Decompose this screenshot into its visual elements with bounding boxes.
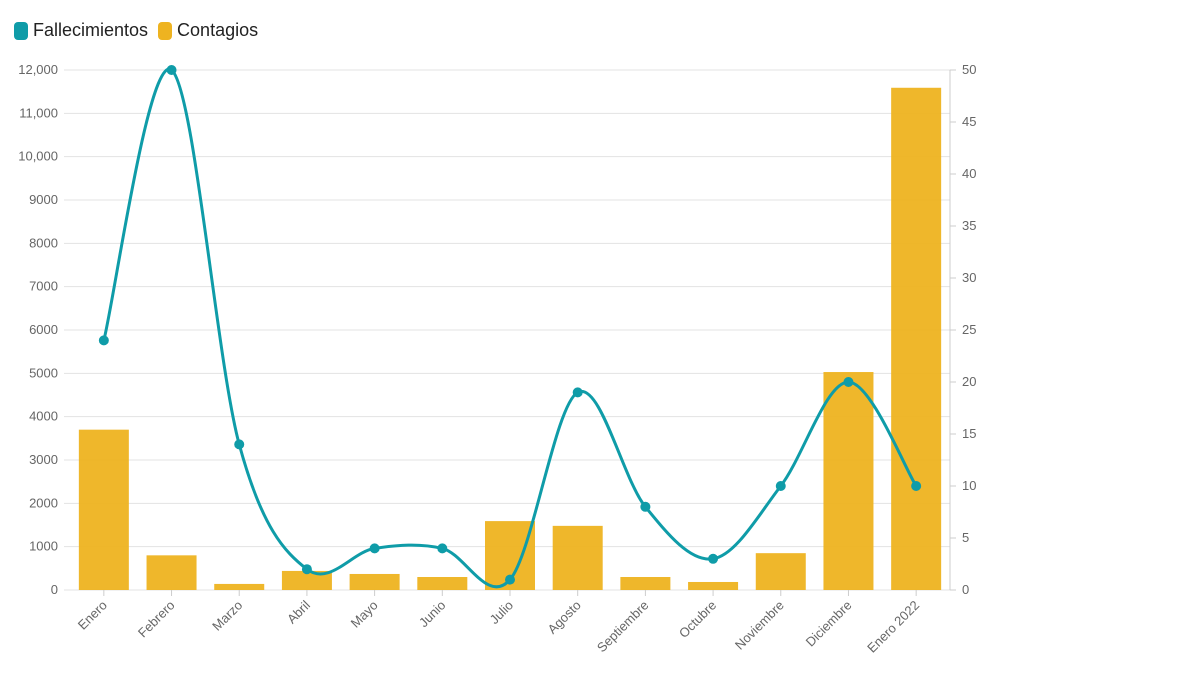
bar-abril [281, 570, 332, 590]
fallecimientos-line [102, 67, 918, 589]
legend: Fallecimientos Contagios [14, 20, 258, 41]
left-tick-label: 9000 [29, 192, 58, 207]
legend-item-fallecimientos[interactable]: Fallecimientos [14, 20, 148, 41]
bar-marzo [214, 583, 265, 590]
point-febrero [166, 65, 177, 75]
point-junio [437, 543, 448, 554]
legend-label: Fallecimientos [33, 20, 149, 40]
left-tick-label: 1000 [29, 539, 58, 554]
x-tick-label: Octubre [676, 598, 719, 641]
x-tick-label: Diciembre [803, 598, 855, 650]
point-enero-2022 [911, 481, 922, 491]
x-tick-label: Junio [416, 598, 449, 631]
bar-enero [78, 429, 129, 590]
left-tick-label: 10,000 [18, 149, 58, 164]
right-tick-label: 5 [962, 530, 969, 545]
left-tick-label: 5000 [29, 365, 58, 380]
bar-septiembre [620, 577, 671, 590]
left-tick-label: 2000 [29, 495, 58, 510]
right-tick-label: 50 [962, 62, 976, 77]
left-tick-label: 0 [51, 582, 58, 597]
x-tick-label: Enero 2022 [864, 598, 922, 656]
right-tick-label: 45 [962, 114, 976, 129]
x-tick-label: Marzo [209, 598, 245, 634]
right-tick-label: 40 [962, 166, 976, 181]
point-julio [505, 574, 515, 585]
x-tick-label: Mayo [348, 598, 381, 631]
point-enero [98, 335, 109, 346]
left-tick-label: 11,000 [19, 105, 58, 120]
right-tick-label: 25 [962, 322, 976, 337]
point-septiembre [640, 501, 651, 512]
x-tick-label: Abril [284, 597, 313, 626]
bar-febrero [146, 555, 197, 590]
left-tick-label: 4000 [29, 409, 58, 424]
bar-octubre [688, 581, 739, 590]
left-tick-label: 3000 [29, 452, 58, 467]
bar-diciembre [823, 372, 874, 590]
point-octubre [708, 553, 719, 564]
point-mayo [369, 543, 380, 554]
point-agosto [572, 387, 583, 398]
legend-swatch [14, 21, 28, 40]
right-tick-label: 15 [962, 426, 976, 441]
right-tick-label: 10 [962, 478, 976, 493]
x-tick-label: Julio [487, 598, 517, 628]
bar-mayo [349, 573, 400, 590]
point-abril [301, 564, 312, 575]
legend-item-contagios[interactable]: Contagios [158, 20, 258, 41]
left-tick-label: 6000 [29, 322, 58, 337]
legend-swatch [158, 21, 173, 40]
left-tick-label: 7000 [29, 279, 58, 294]
bar-noviembre [755, 553, 806, 590]
right-tick-label: 20 [962, 374, 976, 389]
right-tick-label: 35 [962, 218, 976, 233]
bar-enero-2022 [891, 87, 942, 591]
x-tick-label: Noviembre [732, 598, 787, 653]
x-tick-label: Agosto [545, 598, 584, 637]
left-tick-label: 8000 [29, 235, 58, 250]
point-marzo [234, 439, 245, 450]
bar-junio [417, 577, 468, 590]
point-diciembre [843, 377, 854, 387]
x-tick-label: Enero [75, 598, 110, 633]
right-tick-label: 0 [962, 582, 969, 597]
point-noviembre [775, 481, 786, 491]
left-tick-label: 12,000 [18, 62, 58, 77]
legend-label: Contagios [177, 20, 259, 40]
right-tick-label: 30 [962, 270, 976, 285]
bar-agosto [552, 525, 603, 590]
x-tick-label: Febrero [135, 598, 178, 641]
x-tick-label: Septiembre [594, 598, 652, 656]
